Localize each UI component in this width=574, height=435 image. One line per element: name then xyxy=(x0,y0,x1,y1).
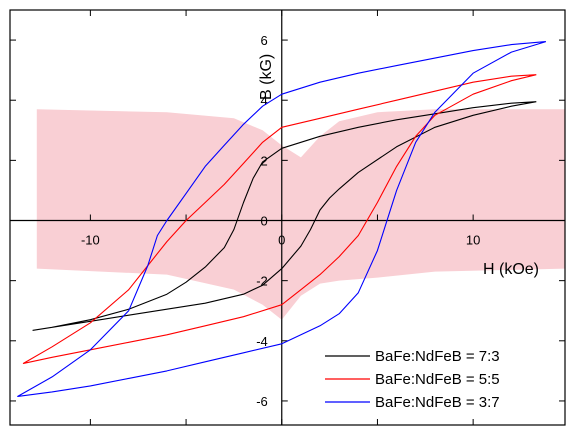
y-tick-label: 4 xyxy=(261,93,268,108)
shaded-band-layer xyxy=(36,109,566,320)
plot-border xyxy=(9,9,566,426)
legend-label-1: BaFe:NdFeB = 7:3 xyxy=(375,348,500,365)
series-lines xyxy=(17,41,547,397)
y-tick-label: 6 xyxy=(261,33,268,48)
y-tick-label: -4 xyxy=(256,334,268,349)
shaded-band xyxy=(36,109,566,320)
y-tick-label: 0 xyxy=(261,214,268,229)
y-axis-title: B (kG) xyxy=(258,54,275,100)
legend-label-3: BaFe:NdFeB = 3:7 xyxy=(375,394,500,411)
x-tick-label: 0 xyxy=(278,233,285,248)
series-line-2 xyxy=(22,74,537,364)
y-tick-label: -6 xyxy=(256,394,268,409)
series-line-1 xyxy=(32,101,537,331)
plot-frame xyxy=(9,9,566,426)
tick-marks xyxy=(10,10,565,425)
series-line-3 xyxy=(17,41,547,397)
x-tick-label: 10 xyxy=(466,233,480,248)
x-axis-title: H (kOe) xyxy=(483,261,539,278)
x-tick-label: -10 xyxy=(81,233,100,248)
y-tick-label: -2 xyxy=(256,274,268,289)
legend-label-2: BaFe:NdFeB = 5:5 xyxy=(375,371,500,388)
legend: BaFe:NdFeB = 7:3 BaFe:NdFeB = 5:5 BaFe:NdF… xyxy=(325,348,500,411)
